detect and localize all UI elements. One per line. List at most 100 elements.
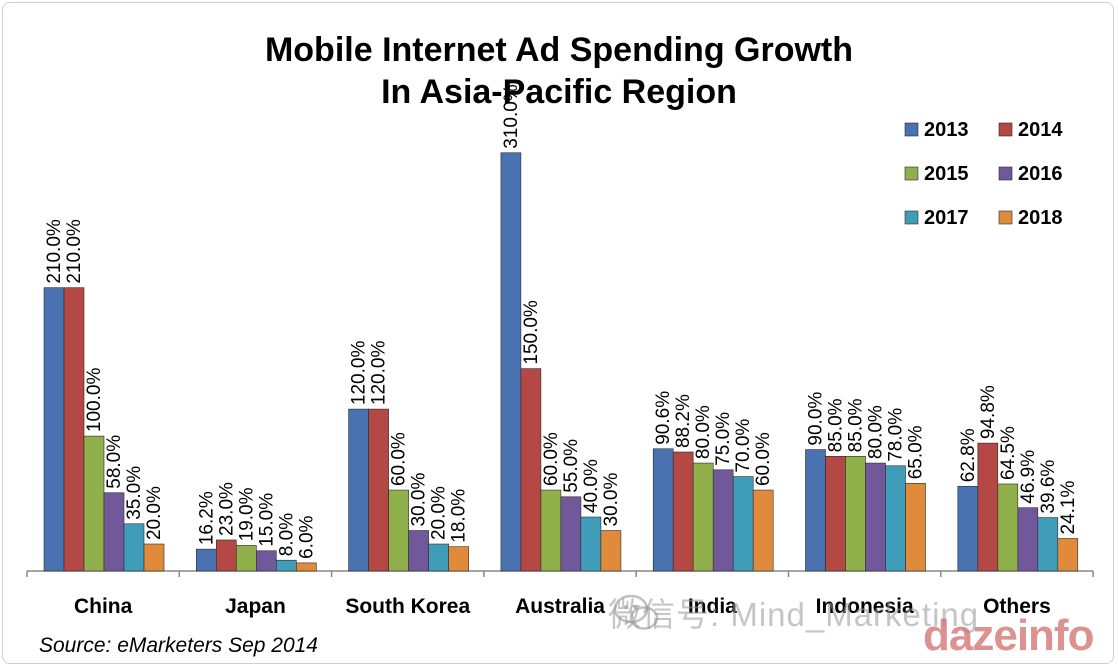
data-label: 210.0%: [64, 219, 85, 284]
category-label: South Korea: [345, 595, 470, 618]
data-label: 310.0%: [501, 84, 522, 149]
legend-label-2014: 2014: [1018, 119, 1063, 141]
data-label: 23.0%: [216, 482, 237, 536]
data-label: 90.6%: [653, 391, 674, 445]
bar-2017-china: [123, 523, 145, 572]
bar-2017-indonesia: [885, 465, 906, 572]
bar-2017-south-korea: [428, 543, 449, 572]
bar-2016-india: [712, 469, 734, 572]
data-label: 80.0%: [866, 405, 887, 459]
legend-swatch-2015: [904, 166, 919, 181]
data-label: 65.0%: [906, 425, 927, 479]
data-label: 18.0%: [449, 489, 470, 543]
data-label: 62.8%: [958, 428, 979, 482]
data-label: 60.0%: [541, 432, 562, 486]
bar-2015-australia: [540, 489, 562, 572]
chart-title-line-2: In Asia-Pacific Region: [381, 73, 737, 111]
bar-2017-japan: [275, 559, 297, 572]
chart-title-line-1: Mobile Internet Ad Spending Growth: [264, 31, 854, 69]
bar-2013-australia: [500, 152, 522, 572]
data-label: 58.0%: [104, 435, 125, 489]
data-label: 85.0%: [826, 398, 847, 452]
category-label: China: [74, 595, 133, 618]
legend-label-2015: 2015: [924, 163, 969, 185]
data-label: 100.0%: [84, 368, 105, 433]
bar-2013-south-korea: [348, 408, 369, 572]
bar-2013-india: [652, 448, 674, 572]
data-label: 88.2%: [673, 394, 694, 448]
bar-2015-india: [692, 462, 714, 572]
data-label: 75.0%: [713, 412, 734, 466]
bar-2014-china: [63, 287, 85, 572]
bar-2015-others: [997, 483, 1019, 572]
data-label: 19.0%: [236, 487, 257, 541]
data-label: 20.0%: [144, 486, 165, 540]
watermark-text: 微信号: Mind_Marketing: [608, 596, 980, 633]
data-label: 46.9%: [1018, 450, 1039, 504]
data-label: 64.5%: [998, 426, 1019, 480]
legend-swatch-2016: [998, 166, 1013, 181]
bar-2015-china: [83, 435, 105, 572]
bar-chart: 210.0% 210.0%100.0%58.0%35.0% 20.0%China16…: [26, 84, 1094, 618]
bar-2014-india: [672, 451, 694, 572]
bar-2016-china: [103, 492, 125, 572]
bar-2014-south-korea: [368, 408, 389, 572]
bar-2014-australia: [520, 368, 542, 572]
data-label: 55.0%: [561, 439, 582, 493]
source-note: Source: eMarketers Sep 2014: [39, 634, 318, 657]
bar-2018-japan: [295, 562, 317, 572]
bar-2014-others: [977, 442, 999, 572]
data-label: 60.0%: [753, 432, 774, 486]
legend-label-2018: 2018: [1018, 207, 1063, 229]
data-label: 120.0%: [369, 341, 390, 406]
data-label: 30.0%: [409, 473, 430, 527]
legend-label-2016: 2016: [1018, 163, 1063, 185]
bar-2013-others: [957, 485, 979, 572]
legend-swatch-2013: [904, 122, 919, 137]
bar-2014-japan: [216, 539, 237, 572]
bar-2017-others: [1037, 517, 1059, 572]
data-label: 30.0%: [601, 473, 622, 527]
bar-2016-australia: [560, 496, 582, 572]
data-label: 210.0%: [44, 219, 65, 284]
bar-2017-australia: [580, 516, 602, 572]
bar-2016-others: [1017, 507, 1039, 572]
bar-2013-indonesia: [805, 449, 826, 572]
brand-logo: dazeinfo: [923, 611, 1094, 660]
legend-swatch-2018: [998, 210, 1013, 225]
wechat-icon: [613, 594, 659, 630]
data-label: 39.6%: [1038, 460, 1059, 514]
data-label: 120.0%: [349, 341, 370, 406]
bar-2016-japan: [256, 550, 277, 572]
category-label: Japan: [225, 595, 286, 618]
bar-2013-china: [43, 287, 65, 572]
bar-2018-others: [1057, 538, 1079, 572]
bar-2018-australia: [600, 530, 622, 572]
legend-swatch-2017: [904, 210, 919, 225]
data-label: 80.0%: [693, 405, 714, 459]
bar-2018-china: [143, 543, 165, 572]
bar-2018-south-korea: [448, 546, 469, 572]
data-label: 78.0%: [886, 408, 907, 462]
data-label: 35.0%: [124, 466, 145, 520]
data-label: 85.0%: [846, 398, 867, 452]
data-label: 24.1%: [1058, 481, 1079, 535]
legend-label-2013: 2013: [924, 119, 969, 141]
bar-2015-south-korea: [388, 489, 409, 572]
data-label: 8.0%: [276, 513, 297, 556]
category-label: Indonesia: [816, 595, 914, 618]
data-label: 70.0%: [733, 419, 754, 473]
bar-2013-japan: [196, 548, 217, 572]
category-label: Australia: [515, 595, 605, 618]
data-label: 20.0%: [429, 486, 450, 540]
bar-2015-indonesia: [845, 456, 866, 572]
bar-2015-japan: [236, 545, 257, 572]
data-label: 6.0%: [296, 515, 317, 558]
legend-swatch-2014: [998, 122, 1013, 137]
data-label: 60.0%: [389, 432, 410, 486]
data-label: 90.0%: [806, 392, 827, 446]
bar-2016-indonesia: [865, 462, 886, 572]
bar-2016-south-korea: [408, 530, 429, 572]
bar-2018-indonesia: [905, 483, 926, 572]
